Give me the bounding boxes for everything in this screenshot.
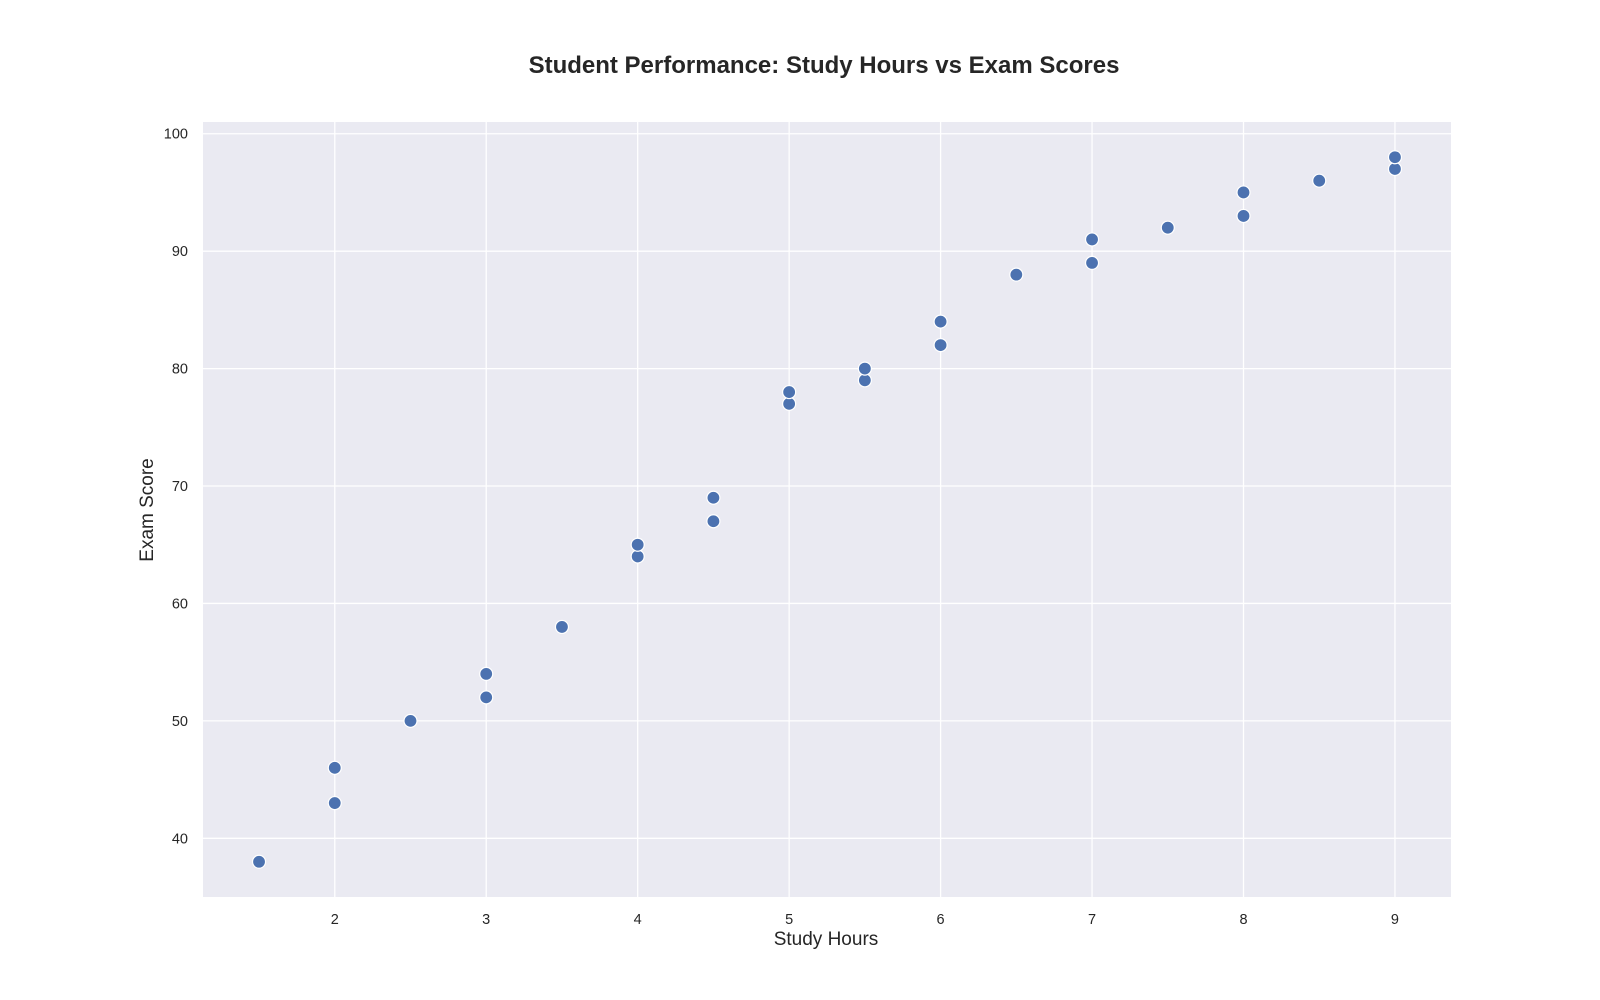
x-axis-ticks: 2 3 4 5 6 7 8 9 — [331, 912, 1399, 928]
y-tick-label: 80 — [172, 362, 188, 378]
data-point — [479, 666, 494, 681]
data-point — [403, 713, 418, 728]
y-gridlines — [203, 133, 1451, 839]
x-axis-label: Study Hours — [774, 929, 879, 950]
data-point — [1387, 150, 1403, 165]
data-point — [327, 795, 342, 811]
x-tick-label: 5 — [785, 912, 793, 928]
y-tick-label: 50 — [172, 714, 188, 730]
y-tick-label: 40 — [172, 831, 188, 847]
data-point — [479, 690, 494, 705]
data-point — [327, 760, 342, 775]
data-point — [1160, 220, 1175, 235]
y-tick-label: 70 — [172, 479, 188, 495]
data-points — [251, 150, 1403, 869]
data-point — [1387, 161, 1403, 177]
data-point — [1236, 185, 1251, 200]
x-tick-label: 6 — [937, 912, 945, 928]
data-point — [1084, 255, 1100, 271]
data-point — [1084, 232, 1100, 247]
y-tick-label: 60 — [172, 596, 188, 612]
data-point — [1236, 208, 1251, 224]
x-tick-label: 4 — [634, 912, 642, 928]
data-point — [782, 396, 797, 411]
x-tick-label: 9 — [1391, 912, 1399, 928]
x-tick-label: 8 — [1239, 912, 1247, 928]
data-point — [1312, 173, 1327, 188]
data-point — [933, 338, 948, 353]
y-tick-label: 90 — [172, 244, 188, 260]
x-tick-label: 7 — [1088, 912, 1096, 928]
data-point — [554, 619, 570, 635]
x-tick-label: 3 — [482, 912, 490, 928]
y-axis-label: Exam Score — [137, 458, 158, 561]
data-point — [630, 549, 645, 564]
data-point — [933, 314, 948, 329]
data-point — [706, 490, 721, 505]
data-point — [857, 361, 872, 376]
data-point — [782, 384, 797, 400]
data-point — [857, 373, 872, 388]
y-tick-label: 100 — [164, 127, 188, 143]
data-point — [251, 854, 267, 869]
y-axis-ticks: 40 50 60 70 80 90 100 — [164, 127, 188, 848]
x-tick-label: 2 — [331, 912, 339, 928]
chart-title: Student Performance: Study Hours vs Exam… — [529, 52, 1120, 79]
data-point — [630, 537, 645, 552]
plot-area — [203, 122, 1451, 897]
data-point — [1009, 267, 1024, 282]
data-point — [706, 514, 721, 529]
